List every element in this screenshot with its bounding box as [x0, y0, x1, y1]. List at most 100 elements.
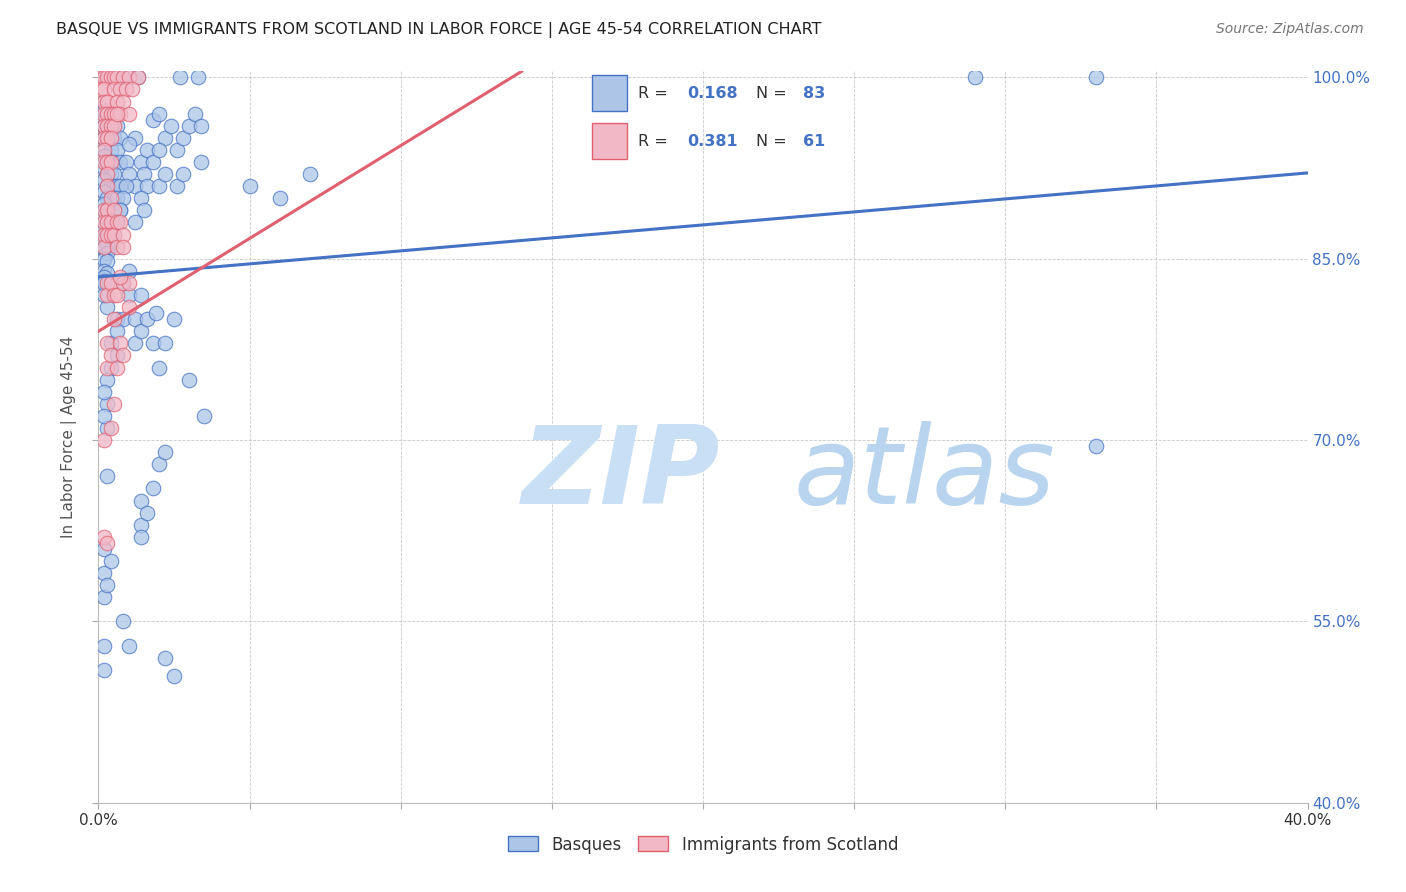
Point [96, 240, 118, 254]
Point [96, 536, 118, 550]
Point [108, 203, 131, 218]
Point [100, 179, 122, 194]
Point [105, 179, 128, 194]
Point [96, 215, 118, 229]
Point [129, 517, 152, 532]
Point [93, 384, 115, 399]
Point [108, 269, 131, 284]
Point [93, 269, 115, 284]
Point [1085, 439, 1108, 453]
Text: N =: N = [756, 134, 792, 149]
Point [93, 197, 115, 211]
Point [172, 131, 194, 145]
Point [103, 82, 125, 96]
Text: BASQUE VS IMMIGRANTS FROM SCOTLAND IN LABOR FORCE | AGE 45-54 CORRELATION CHART: BASQUE VS IMMIGRANTS FROM SCOTLAND IN LA… [56, 22, 821, 38]
Point [100, 167, 122, 181]
Point [127, 70, 149, 85]
Point [93, 566, 115, 580]
Point [108, 336, 131, 351]
Point [135, 179, 157, 194]
Point [96, 245, 118, 260]
Point [93, 663, 115, 677]
Point [135, 143, 157, 157]
Point [96, 397, 118, 411]
Point [93, 591, 115, 605]
Point [142, 336, 165, 351]
Point [93, 264, 115, 278]
Point [190, 155, 212, 169]
Point [118, 167, 141, 181]
Point [108, 179, 131, 194]
Point [105, 143, 128, 157]
Point [108, 203, 131, 218]
Point [93, 215, 115, 229]
Text: 61: 61 [803, 134, 825, 149]
Point [93, 82, 115, 96]
Point [93, 227, 115, 242]
Point [111, 70, 134, 85]
Point [96, 227, 118, 242]
Point [93, 242, 115, 256]
Point [100, 240, 122, 254]
Point [190, 119, 212, 133]
Point [1085, 70, 1108, 85]
Point [93, 106, 115, 120]
Point [96, 106, 118, 120]
Point [105, 360, 128, 375]
Point [111, 615, 134, 629]
Point [108, 131, 131, 145]
Point [93, 186, 115, 200]
Point [124, 336, 146, 351]
Point [100, 106, 122, 120]
Point [169, 70, 191, 85]
Point [96, 106, 118, 120]
Point [105, 215, 128, 229]
Point [127, 70, 149, 85]
Point [96, 203, 118, 218]
Point [111, 227, 134, 242]
Point [103, 312, 125, 326]
Point [111, 276, 134, 290]
Point [172, 167, 194, 181]
Point [153, 167, 176, 181]
Point [93, 173, 115, 187]
Point [111, 95, 134, 109]
Point [96, 155, 118, 169]
Point [93, 203, 115, 218]
Point [108, 82, 131, 96]
Point [96, 276, 118, 290]
Point [93, 288, 115, 302]
Point [93, 639, 115, 653]
Point [96, 131, 118, 145]
Point [142, 155, 165, 169]
Point [93, 70, 115, 85]
Point [90, 70, 112, 85]
Point [129, 191, 152, 205]
Point [96, 167, 118, 181]
Point [100, 349, 122, 363]
Point [111, 349, 134, 363]
Point [93, 119, 115, 133]
Point [124, 312, 146, 326]
Point [111, 240, 134, 254]
Point [96, 300, 118, 314]
Point [135, 506, 157, 520]
Point [108, 106, 131, 120]
Point [96, 227, 118, 242]
Point [103, 70, 125, 85]
Point [100, 336, 122, 351]
Text: Source: ZipAtlas.com: Source: ZipAtlas.com [1216, 22, 1364, 37]
Point [100, 203, 122, 218]
Point [103, 106, 125, 120]
Point [93, 240, 115, 254]
Point [166, 179, 188, 194]
Point [96, 167, 118, 181]
Point [103, 70, 125, 85]
Point [100, 554, 122, 568]
Point [145, 306, 167, 320]
Point [93, 131, 115, 145]
Point [118, 70, 141, 85]
Point [111, 70, 134, 85]
Point [118, 288, 141, 302]
Point [93, 409, 115, 423]
